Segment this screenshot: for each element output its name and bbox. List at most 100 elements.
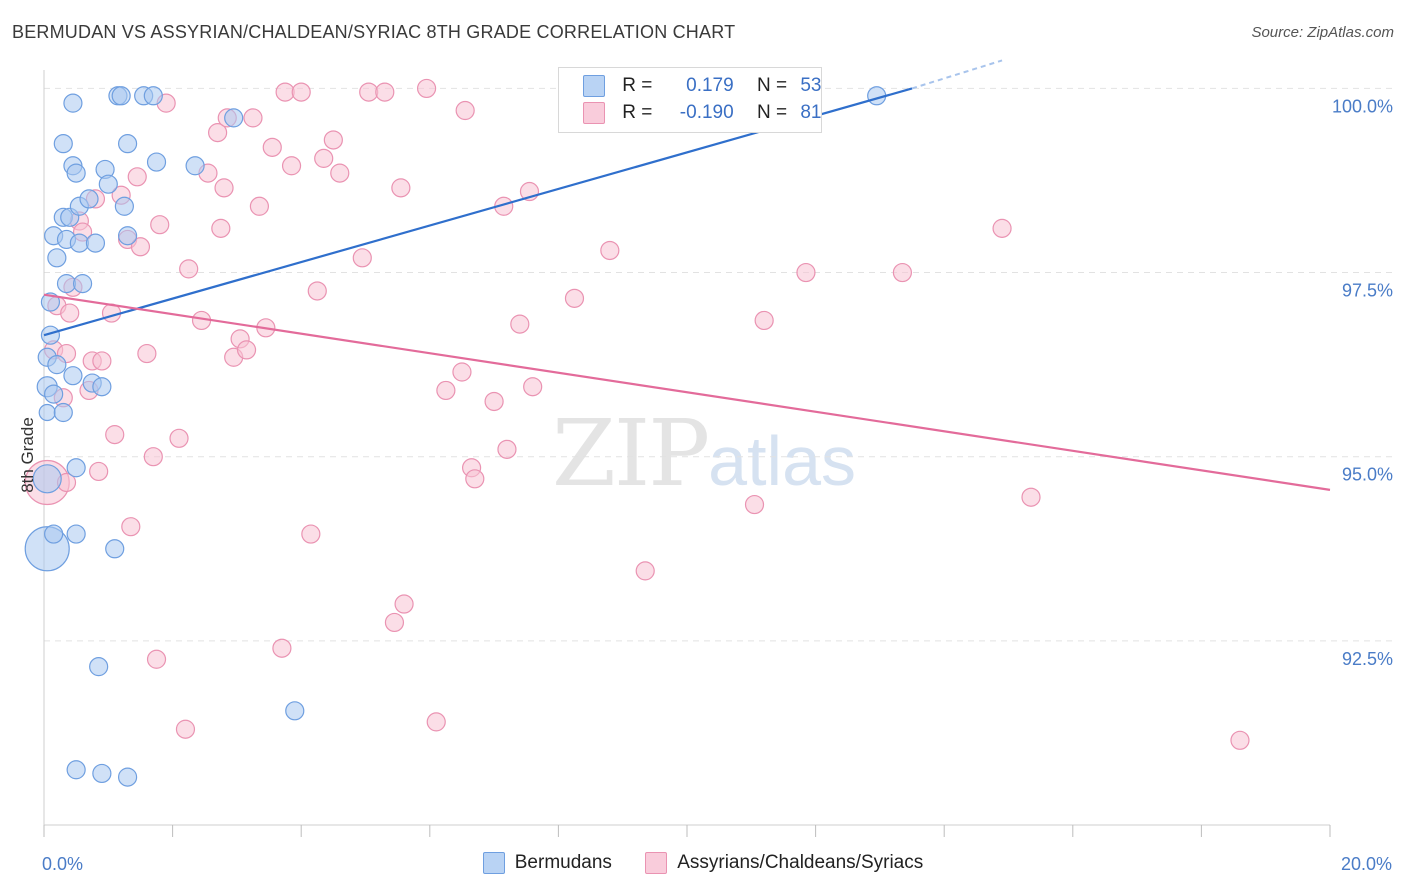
assyrians-point bbox=[1230, 730, 1250, 750]
y-tick-label: 92.5% bbox=[1342, 649, 1393, 669]
bermudans-point bbox=[117, 134, 138, 154]
assyrians-point bbox=[510, 314, 530, 334]
bermudans-point bbox=[72, 274, 93, 294]
assyrians-point bbox=[564, 288, 585, 308]
watermark-atlas: atlas bbox=[708, 422, 857, 500]
bermudans-point bbox=[38, 403, 56, 422]
bermudans-point bbox=[98, 174, 118, 194]
assyrians-point bbox=[384, 612, 405, 633]
bermudans-point bbox=[114, 196, 134, 216]
tick-labels: 92.5% 95.0% 97.5% 100.0% 0.0% 20.0% bbox=[42, 96, 1393, 874]
bermudans-point bbox=[185, 156, 205, 176]
assyrians-point bbox=[796, 262, 816, 283]
assyrians-point bbox=[175, 719, 196, 739]
assyrians-point bbox=[137, 343, 157, 364]
assyrians-point bbox=[635, 561, 655, 581]
assyrians-point bbox=[281, 156, 302, 176]
assyrians-point bbox=[375, 82, 395, 102]
legend-row-bermudans: R = 0.179 N = 53 bbox=[583, 75, 821, 99]
assyrians-point bbox=[394, 594, 414, 614]
legend-r-label: R = bbox=[622, 75, 653, 96]
bermudans-point bbox=[66, 524, 86, 544]
series-assyrians-points bbox=[24, 78, 1250, 750]
y-tick-label: 97.5% bbox=[1342, 281, 1393, 301]
bermudans-point bbox=[56, 274, 77, 294]
y-tick-label: 95.0% bbox=[1342, 465, 1393, 485]
assyrians-point bbox=[301, 524, 321, 544]
assyrians-point bbox=[92, 351, 112, 371]
assyrians-trend-line bbox=[43, 293, 1331, 491]
bermudans-point bbox=[146, 152, 167, 172]
legend-n-label: N = bbox=[756, 102, 788, 123]
assyrians-point bbox=[1021, 487, 1041, 507]
assyrians-point bbox=[455, 100, 475, 121]
assyrians-point bbox=[89, 461, 109, 482]
assyrians-point bbox=[314, 148, 334, 168]
bermudans-point bbox=[40, 325, 61, 345]
bermudans-point bbox=[66, 760, 86, 780]
series-bermudans-points bbox=[24, 86, 887, 787]
assyrians-point bbox=[523, 377, 543, 397]
legend-row-assyrians: R = -0.190 N = 81 bbox=[583, 102, 821, 126]
assyrians-point bbox=[416, 78, 437, 99]
bermudans-point bbox=[47, 355, 67, 375]
bermudans-point bbox=[105, 539, 125, 559]
watermark: ZIPatlas bbox=[552, 400, 856, 507]
assyrians-point bbox=[275, 82, 295, 102]
assyrians-point bbox=[127, 167, 147, 187]
bermudans-point bbox=[53, 134, 73, 154]
assyrians-point bbox=[249, 196, 270, 216]
bermudans-point bbox=[69, 233, 89, 253]
legend-swatch-pink bbox=[583, 102, 605, 124]
legend-label-assyrians: Assyrians/Chaldeans/Syriacs bbox=[677, 852, 924, 874]
assyrians-point bbox=[330, 163, 350, 183]
assyrians-point bbox=[150, 215, 170, 235]
bermudans-point bbox=[44, 384, 64, 404]
assyrians-point bbox=[426, 712, 446, 732]
assyrians-point bbox=[391, 178, 411, 198]
assyrians-point bbox=[272, 638, 292, 658]
assyrians-point bbox=[211, 218, 231, 238]
bermudans-trend-extension bbox=[911, 59, 1003, 90]
bermudans-point bbox=[89, 657, 109, 677]
bermudans-point bbox=[285, 701, 305, 721]
legend-r-label: R = bbox=[622, 102, 653, 123]
assyrians-point bbox=[105, 425, 125, 445]
legend-item-assyrians[interactable]: Assyrians/Chaldeans/Syriacs bbox=[645, 852, 923, 874]
assyrians-point bbox=[744, 494, 765, 515]
assyrians-point bbox=[291, 82, 311, 102]
assyrians-point bbox=[892, 262, 913, 283]
assyrians-point bbox=[992, 218, 1012, 238]
legend-r-value: -0.190 bbox=[679, 102, 734, 123]
assyrians-point bbox=[600, 240, 620, 261]
assyrians-point bbox=[169, 428, 189, 448]
bermudans-point bbox=[47, 248, 67, 268]
bermudans-point bbox=[66, 458, 86, 478]
assyrians-point bbox=[323, 130, 343, 150]
bermudans-point bbox=[85, 233, 106, 253]
bermudans-point bbox=[92, 377, 112, 397]
assyrians-point bbox=[465, 469, 485, 489]
bermudans-point bbox=[111, 86, 131, 106]
bermudans-point bbox=[66, 163, 86, 183]
bermudans-point bbox=[63, 366, 83, 386]
gridlines bbox=[44, 87, 1395, 642]
correlation-legend: R = 0.179 N = 53 R = -0.190 N = 81 bbox=[558, 67, 822, 133]
assyrians-point bbox=[754, 310, 774, 331]
bermudans-point bbox=[53, 402, 73, 423]
x-tick-label: 20.0% bbox=[1341, 854, 1392, 874]
assyrians-point bbox=[214, 178, 234, 198]
legend-swatch-pink bbox=[645, 852, 668, 874]
legend-n-value: 81 bbox=[800, 102, 822, 123]
series-legend: Bermudans Assyrians/Chaldeans/Syriacs bbox=[0, 852, 1406, 874]
legend-item-bermudans[interactable]: Bermudans bbox=[482, 852, 612, 874]
watermark-zip: ZIP bbox=[552, 400, 710, 507]
assyrians-point bbox=[307, 281, 327, 301]
assyrians-point bbox=[436, 380, 456, 401]
assyrians-point bbox=[359, 82, 379, 102]
assyrians-point bbox=[130, 237, 151, 257]
assyrians-point bbox=[143, 447, 163, 467]
axes bbox=[43, 70, 1331, 837]
bermudans-point bbox=[92, 763, 112, 784]
